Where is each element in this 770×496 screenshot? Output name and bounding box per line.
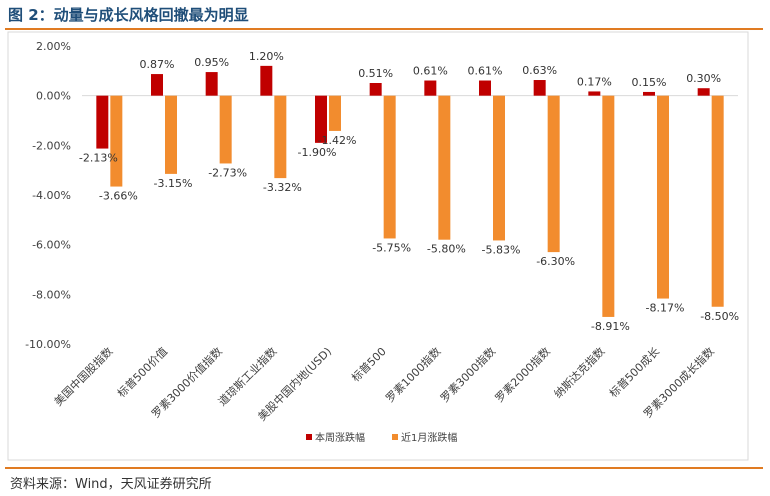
bar-week-8 bbox=[533, 80, 546, 96]
y-tick-label: -6.00% bbox=[32, 239, 71, 252]
bar-month-3 bbox=[274, 95, 287, 179]
bar-month-2 bbox=[219, 95, 232, 164]
y-tick-label: -4.00% bbox=[32, 189, 71, 202]
label-month-4: -1.42% bbox=[318, 134, 357, 147]
x-tick-label-9: 纳斯达克指数 bbox=[551, 344, 608, 401]
bar-month-9 bbox=[602, 95, 615, 317]
x-tick-label-7: 罗素3000指数 bbox=[437, 344, 498, 405]
legend: 本周涨跌幅 近1月涨跌幅 bbox=[306, 431, 457, 444]
label-week-5: 0.51% bbox=[358, 67, 393, 80]
legend-swatch-1 bbox=[392, 434, 398, 440]
bar-week-1 bbox=[151, 74, 163, 96]
legend-label-0: 本周涨跌幅 bbox=[315, 431, 365, 444]
y-tick-label: -2.00% bbox=[32, 139, 71, 152]
label-week-10: 0.15% bbox=[632, 76, 667, 89]
bar-week-0 bbox=[96, 95, 109, 149]
legend-label-1: 近1月涨跌幅 bbox=[401, 431, 457, 444]
bar-month-7 bbox=[493, 95, 505, 241]
bar-week-2 bbox=[205, 72, 218, 96]
label-month-11: -8.50% bbox=[700, 310, 739, 323]
label-week-1: 0.87% bbox=[140, 58, 175, 71]
label-week-11: 0.30% bbox=[686, 72, 721, 85]
bar-month-0 bbox=[110, 95, 123, 187]
label-month-1: -3.15% bbox=[154, 177, 193, 190]
bar-week-4 bbox=[315, 95, 327, 143]
bar-month-1 bbox=[165, 95, 177, 174]
y-tick-label: -10.00% bbox=[25, 338, 71, 351]
bars-group bbox=[96, 65, 724, 317]
label-month-10: -8.17% bbox=[646, 302, 685, 315]
y-tick-label: 0.00% bbox=[36, 90, 71, 103]
y-tick-label: 2.00% bbox=[36, 40, 71, 53]
label-week-9: 0.17% bbox=[577, 75, 612, 88]
label-month-3: -3.32% bbox=[263, 181, 302, 194]
label-week-3: 1.20% bbox=[249, 50, 284, 63]
bar-month-4 bbox=[329, 95, 341, 131]
bottom-rule bbox=[5, 467, 763, 469]
label-month-0: -3.66% bbox=[99, 190, 138, 203]
bar-week-9 bbox=[588, 91, 601, 96]
bar-week-7 bbox=[479, 80, 491, 96]
bar-week-5 bbox=[369, 83, 382, 96]
bar-month-5 bbox=[383, 95, 396, 239]
label-week-7: 0.61% bbox=[468, 65, 503, 78]
bar-week-10 bbox=[643, 91, 655, 96]
label-week-6: 0.61% bbox=[413, 65, 448, 78]
bar-week-6 bbox=[424, 80, 437, 96]
x-tick-label-8: 罗素2000指数 bbox=[492, 344, 553, 405]
x-tick-label-5: 标普500 bbox=[348, 344, 388, 384]
figure-title: 图 2：动量与成长风格回撤最为明显 bbox=[8, 6, 249, 24]
label-month-7: -5.83% bbox=[482, 243, 521, 256]
x-tick-label-1: 标普500价值 bbox=[114, 344, 170, 400]
bar-chart: 2.00% 0.00% -2.00% -4.00% -6.00% -8.00% -10.00… bbox=[7, 31, 749, 461]
source-note: 资料来源：Wind，天风证券研究所 bbox=[10, 477, 212, 492]
bar-month-10 bbox=[657, 95, 669, 299]
x-axis-ticks: 美国中国股指数 标普500价值罗素3000价值指数道琼斯工业指数美股中国内地(US… bbox=[51, 344, 717, 423]
x-tick-label-0: 美国中国股指数 bbox=[51, 344, 115, 408]
label-week-4: -1.90% bbox=[298, 146, 337, 159]
bar-week-3 bbox=[260, 65, 273, 96]
data-labels-group: -2.13% -3.66% 0.87% -3.15% 0.95% -2.73% 1.20% -… bbox=[79, 50, 739, 333]
label-week-2: 0.95% bbox=[194, 56, 229, 69]
y-axis-ticks: 2.00% 0.00% -2.00% -4.00% -6.00% -8.00% -10.00… bbox=[25, 40, 71, 351]
label-week-8: 0.63% bbox=[522, 64, 557, 77]
label-month-9: -8.91% bbox=[591, 320, 630, 333]
x-tick-label-10: 标普500成长 bbox=[606, 344, 662, 400]
legend-swatch-0 bbox=[306, 434, 312, 440]
label-month-2: -2.73% bbox=[208, 166, 247, 179]
label-month-5: -5.75% bbox=[372, 241, 411, 254]
bar-month-8 bbox=[547, 95, 560, 253]
bar-month-11 bbox=[711, 95, 724, 307]
x-tick-label-6: 罗素1000指数 bbox=[383, 344, 444, 405]
bar-month-6 bbox=[438, 95, 451, 240]
label-week-0: -2.13% bbox=[79, 152, 118, 165]
label-month-6: -5.80% bbox=[427, 243, 466, 256]
bar-week-11 bbox=[697, 88, 710, 96]
top-rule bbox=[5, 28, 763, 30]
y-tick-label: -8.00% bbox=[32, 288, 71, 301]
label-month-8: -6.30% bbox=[536, 255, 575, 268]
plot-frame bbox=[7, 31, 749, 461]
